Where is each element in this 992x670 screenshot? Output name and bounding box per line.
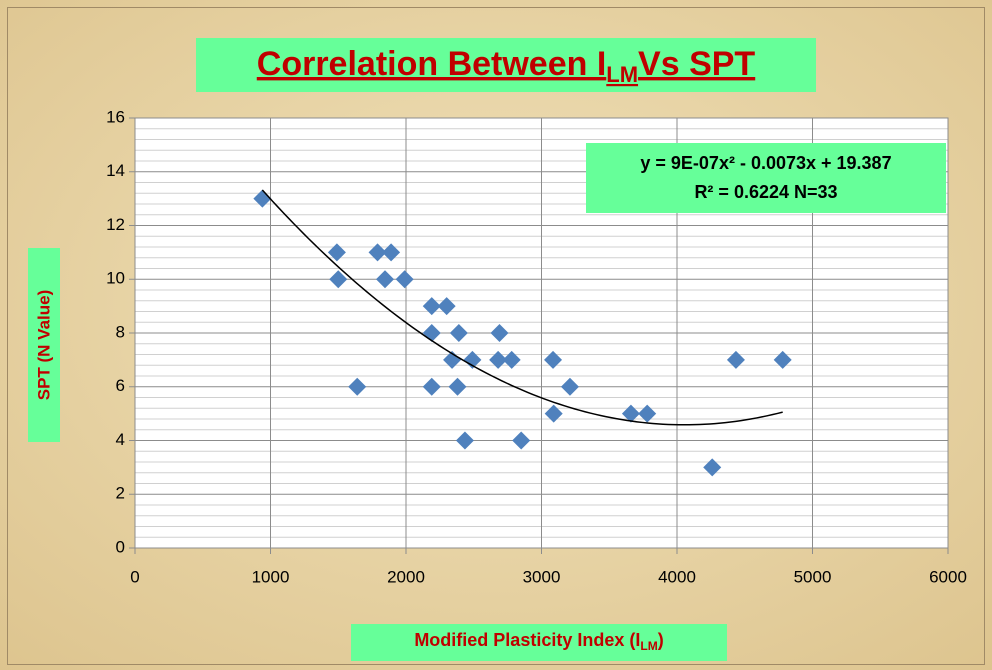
data-point — [449, 324, 468, 342]
equation-box — [586, 143, 946, 213]
data-point — [512, 431, 531, 450]
data-point — [437, 297, 456, 316]
chart-title: Correlation Between ILMVs SPT — [257, 45, 756, 87]
x-label-text: Modified Plasticity Index (I — [414, 630, 640, 650]
title-text: Correlation Between I — [257, 45, 607, 83]
r-squared: R² = 0.6224 N=33 — [694, 182, 837, 202]
x-axis-label: Modified Plasticity Index (ILM) — [414, 630, 663, 653]
x-label-subscript: LM — [640, 639, 657, 653]
data-point — [621, 404, 640, 423]
data-point — [463, 350, 482, 369]
data-point — [448, 377, 467, 396]
x-tick-label: 1000 — [252, 567, 290, 586]
title-subscript: LM — [606, 62, 638, 87]
x-tick-label: 6000 — [929, 567, 967, 586]
title-tail: Vs SPT — [638, 45, 755, 83]
data-point — [368, 243, 387, 262]
grid — [129, 117, 949, 554]
data-point — [489, 350, 508, 369]
data-point — [544, 350, 563, 369]
y-tick-label: 2 — [116, 484, 125, 503]
data-point — [560, 377, 579, 396]
y-tick-label: 4 — [116, 430, 125, 449]
data-point — [422, 297, 441, 316]
data-point — [422, 377, 441, 396]
equation: y = 9E-07x² - 0.0073x + 19.387 — [640, 153, 891, 173]
title-box — [196, 38, 816, 92]
data-point — [329, 270, 348, 289]
x-label-box — [351, 624, 727, 661]
data-point — [382, 243, 401, 262]
y-tick-label: 6 — [116, 376, 125, 395]
y-tick-label: 8 — [116, 322, 125, 341]
data-point — [502, 350, 521, 369]
data-point — [443, 350, 462, 369]
data-point — [327, 243, 346, 262]
data-point — [395, 270, 414, 289]
y-tick-label: 14 — [106, 161, 125, 180]
data-point — [375, 270, 394, 289]
y-tick-label: 12 — [106, 215, 125, 234]
data-point — [348, 377, 367, 396]
y-tick-label: 0 — [116, 537, 125, 556]
data-point — [455, 431, 474, 450]
x-tick-label: 5000 — [794, 567, 832, 586]
data-point — [544, 404, 563, 423]
y-axis-label: SPT (N Value) — [34, 290, 53, 401]
chart-border — [7, 7, 985, 665]
x-tick-label: 4000 — [658, 567, 696, 586]
x-tick-label: 0 — [130, 567, 139, 586]
y-tick-label: 10 — [106, 269, 125, 288]
trendline — [261, 189, 783, 426]
plot-frame — [134, 117, 949, 549]
data-point — [773, 350, 792, 369]
x-label-tail: ) — [658, 630, 664, 650]
y-tick-label: 16 — [106, 107, 125, 126]
data-point — [726, 350, 745, 369]
y-label-box — [28, 248, 60, 442]
x-tick-label: 3000 — [523, 567, 561, 586]
data-point — [638, 404, 657, 423]
data-point — [490, 324, 509, 342]
data-point — [703, 458, 722, 477]
x-tick-label: 2000 — [387, 567, 425, 586]
